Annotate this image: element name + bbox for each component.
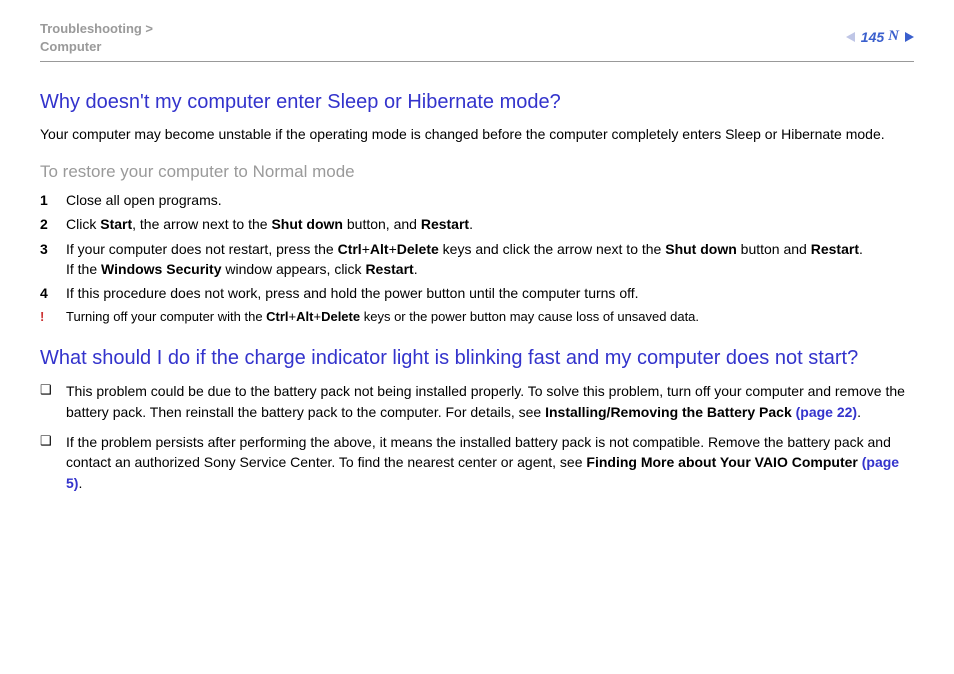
nav-n-glyph: N bbox=[888, 28, 899, 45]
breadcrumb-line2: Computer bbox=[40, 39, 101, 54]
step-item: 3 If your computer does not restart, pre… bbox=[40, 239, 914, 280]
step-text: If your computer does not restart, press… bbox=[66, 239, 914, 280]
bullet-icon: ❑ bbox=[40, 381, 66, 422]
section1-intro: Your computer may become unstable if the… bbox=[40, 125, 914, 144]
bullet-item: ❑ This problem could be due to the batte… bbox=[40, 381, 914, 422]
step-number: 2 bbox=[40, 214, 66, 234]
section1-subheading: To restore your computer to Normal mode bbox=[40, 162, 914, 182]
section2-heading: What should I do if the charge indicator… bbox=[40, 346, 914, 371]
step-item: 1 Close all open programs. bbox=[40, 190, 914, 210]
step-text: If this procedure does not work, press a… bbox=[66, 283, 914, 303]
step-number: 3 bbox=[40, 239, 66, 280]
bullet-text: If the problem persists after performing… bbox=[66, 432, 914, 493]
step-text: Click Start, the arrow next to the Shut … bbox=[66, 214, 914, 234]
page-container: Troubleshooting > Computer 145 N Why doe… bbox=[0, 0, 954, 523]
warning-row: ! Turning off your computer with the Ctr… bbox=[40, 309, 914, 326]
page-nav: 145 N bbox=[846, 20, 914, 45]
next-page-arrow-icon[interactable] bbox=[905, 32, 914, 42]
step-text: Close all open programs. bbox=[66, 190, 914, 210]
prev-page-arrow-icon[interactable] bbox=[846, 32, 855, 42]
warning-icon: ! bbox=[40, 309, 66, 326]
step-number: 4 bbox=[40, 283, 66, 303]
bullets-list: ❑ This problem could be due to the batte… bbox=[40, 381, 914, 492]
page-header: Troubleshooting > Computer 145 N bbox=[40, 20, 914, 62]
section1-heading: Why doesn't my computer enter Sleep or H… bbox=[40, 90, 914, 115]
page-number: 145 bbox=[861, 29, 884, 45]
step-item: 2 Click Start, the arrow next to the Shu… bbox=[40, 214, 914, 234]
bullet-item: ❑ If the problem persists after performi… bbox=[40, 432, 914, 493]
step-item: 4 If this procedure does not work, press… bbox=[40, 283, 914, 303]
breadcrumb-line1: Troubleshooting > bbox=[40, 21, 153, 36]
warning-text: Turning off your computer with the Ctrl+… bbox=[66, 309, 699, 326]
bullet-icon: ❑ bbox=[40, 432, 66, 493]
bullet-text: This problem could be due to the battery… bbox=[66, 381, 914, 422]
step-number: 1 bbox=[40, 190, 66, 210]
breadcrumb: Troubleshooting > Computer bbox=[40, 20, 153, 55]
steps-list: 1 Close all open programs. 2 Click Start… bbox=[40, 190, 914, 303]
